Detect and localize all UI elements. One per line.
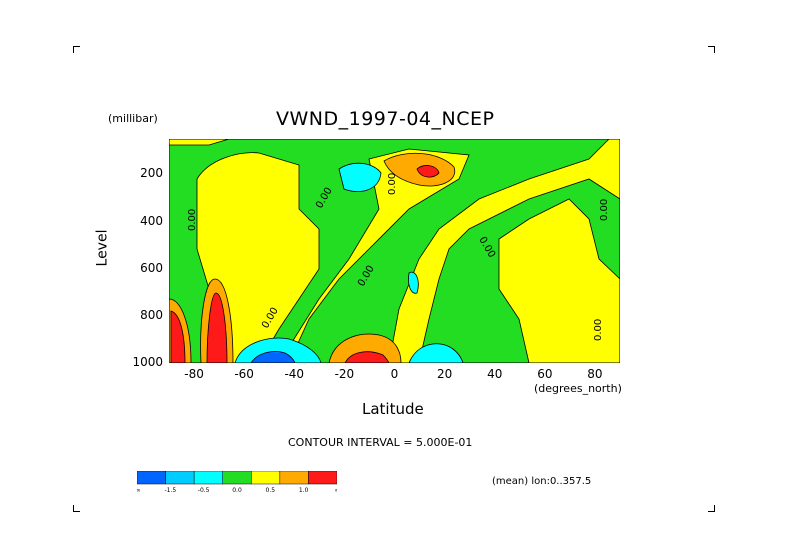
- colorbar-swatch: [308, 471, 337, 485]
- contour-interval-text: CONTOUR INTERVAL = 5.000E-01: [288, 436, 473, 449]
- x-tick-label: 60: [537, 367, 553, 381]
- red-region-1: [416, 165, 440, 178]
- colorbar-label: 0.5: [266, 487, 276, 493]
- x-axis-unit: (degrees_north): [534, 382, 622, 395]
- colorbar-swatch: [222, 471, 252, 485]
- y-tick-label: 800: [140, 307, 163, 322]
- y-tick-label: 400: [140, 213, 163, 228]
- y-tick-label: 600: [140, 260, 163, 275]
- x-tick-label: 80: [587, 367, 603, 381]
- chart-title: VWND_1997-04_NCEP: [276, 108, 495, 130]
- cyan-region-2: [408, 271, 419, 294]
- red-region-3: [170, 310, 186, 363]
- x-tick-label: 20: [436, 367, 453, 381]
- colorbar-label: -1.5: [164, 487, 176, 493]
- x-tick-label: -40: [284, 367, 305, 381]
- y-axis-label: Level: [94, 229, 111, 267]
- colorbar-label: -∞: [137, 487, 141, 493]
- contour-plot: 0.00 0.00 0.00 0.00 0.00 0.00 0.00 0.00: [169, 139, 620, 363]
- corner-mark-bottom-right: [708, 505, 715, 512]
- colorbar-swatch: [137, 471, 166, 485]
- colorbar-swatch: [165, 471, 195, 485]
- mean-note: (mean) lon:0..357.5: [492, 476, 592, 487]
- colorbar-swatch: [193, 471, 223, 485]
- contour-label: 0.00: [599, 199, 610, 221]
- colorbar-label: 0.0: [232, 487, 242, 493]
- yellow-region-3: [388, 139, 620, 363]
- colorbar-swatch: [251, 471, 281, 485]
- colorbar-swatch: [279, 471, 309, 485]
- contour-label: 0.00: [387, 173, 398, 195]
- cyan-region-1: [338, 162, 382, 192]
- corner-mark-bottom-left: [73, 505, 80, 512]
- red-region-4: [206, 292, 228, 363]
- colorbar-label: ∞: [335, 487, 338, 493]
- x-tick-label: 40: [487, 367, 503, 381]
- colorbar-label: 1.0: [299, 487, 309, 493]
- corner-mark-top-right: [708, 46, 715, 53]
- colorbar-label: -0.5: [198, 487, 210, 493]
- x-axis-label: Latitude: [362, 400, 424, 418]
- y-tick-label: 200: [140, 166, 163, 181]
- colorbar: -∞ -1.5 -0.5 0.0 0.5 1.0 ∞: [137, 471, 337, 493]
- cyan-region-4: [408, 343, 464, 363]
- yellow-region-4: [498, 198, 620, 363]
- blue-region-1: [250, 351, 296, 363]
- x-tick-label: 0: [390, 367, 399, 381]
- contour-label: 0.00: [593, 319, 604, 341]
- corner-mark-top-left: [73, 46, 80, 53]
- y-tick-label: 1000: [132, 355, 163, 369]
- yellow-region-5: [169, 139, 230, 146]
- x-tick-label: -80: [184, 367, 204, 381]
- x-tick-label: -20: [334, 367, 355, 381]
- x-tick-label: -60: [234, 367, 254, 381]
- y-axis-unit: (millibar): [108, 112, 158, 125]
- contour-label: 0.00: [187, 209, 198, 231]
